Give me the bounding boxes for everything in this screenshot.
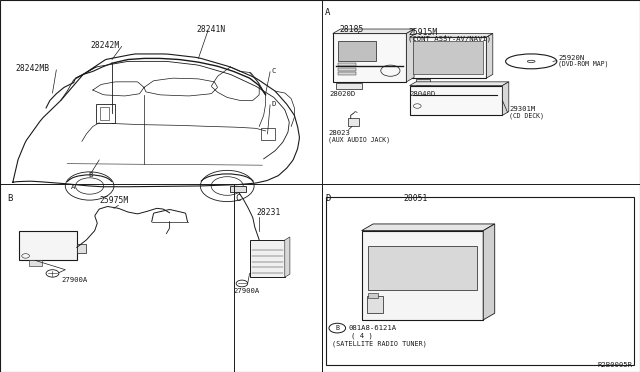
Text: 28241N: 28241N — [196, 25, 226, 33]
Text: (DVD-ROM MAP): (DVD-ROM MAP) — [558, 61, 609, 67]
Text: (AUX AUDIO JACK): (AUX AUDIO JACK) — [328, 137, 390, 143]
Text: 27900A: 27900A — [234, 288, 260, 294]
Bar — [336, 83, 362, 89]
Text: 29301M: 29301M — [509, 106, 536, 112]
Bar — [100, 107, 109, 120]
Text: 28242M: 28242M — [91, 41, 120, 50]
Bar — [368, 293, 378, 298]
Text: D: D — [271, 101, 276, 107]
Text: 28020D: 28020D — [329, 91, 355, 97]
Polygon shape — [486, 33, 493, 78]
Bar — [338, 41, 376, 61]
Text: 27900A: 27900A — [61, 277, 88, 283]
Bar — [261, 128, 275, 140]
Bar — [410, 86, 502, 115]
Text: 25920N: 25920N — [558, 55, 584, 61]
Text: B: B — [88, 172, 93, 178]
Text: 28185: 28185 — [339, 25, 364, 33]
Polygon shape — [502, 82, 509, 115]
Bar — [367, 296, 383, 313]
Text: 25915M: 25915M — [408, 28, 438, 37]
Text: B: B — [8, 194, 13, 203]
Bar — [19, 231, 77, 260]
Bar — [230, 186, 246, 192]
Text: 25975M: 25975M — [99, 196, 129, 205]
Polygon shape — [483, 224, 495, 320]
Text: 28023: 28023 — [328, 130, 350, 136]
Text: C: C — [236, 194, 241, 203]
Bar — [413, 41, 483, 74]
Text: A: A — [325, 8, 330, 17]
Bar — [368, 246, 477, 290]
Bar — [416, 79, 430, 85]
Bar — [333, 33, 406, 82]
Polygon shape — [410, 82, 509, 86]
Text: 28242MB: 28242MB — [15, 64, 49, 73]
Text: (CONT ASSY-AV/NAVI): (CONT ASSY-AV/NAVI) — [408, 36, 492, 42]
Text: 28051: 28051 — [403, 194, 428, 203]
Text: ( 4 ): ( 4 ) — [351, 332, 372, 339]
Bar — [362, 231, 483, 320]
Text: 28040D: 28040D — [410, 91, 436, 97]
Polygon shape — [406, 29, 414, 82]
Text: 081A8-6121A: 081A8-6121A — [348, 325, 396, 331]
Text: R2B0005R: R2B0005R — [597, 362, 632, 368]
Text: B: B — [335, 325, 339, 331]
Bar — [96, 104, 115, 123]
Text: A: A — [70, 184, 75, 190]
Text: 28231: 28231 — [256, 208, 280, 217]
Bar — [250, 240, 285, 277]
Bar — [29, 260, 42, 266]
Polygon shape — [410, 33, 493, 37]
Text: D: D — [325, 194, 330, 203]
Polygon shape — [333, 29, 414, 33]
Bar — [77, 244, 86, 253]
Bar — [338, 68, 356, 71]
Bar — [338, 72, 356, 75]
Bar — [348, 118, 359, 126]
Bar — [410, 37, 486, 78]
Bar — [326, 197, 634, 365]
Polygon shape — [285, 237, 290, 277]
Text: (CD DECK): (CD DECK) — [509, 112, 544, 119]
Text: (SATELLITE RADIO TUNER): (SATELLITE RADIO TUNER) — [332, 340, 426, 347]
Bar — [338, 63, 356, 66]
Text: C: C — [271, 68, 276, 74]
Polygon shape — [362, 224, 495, 231]
